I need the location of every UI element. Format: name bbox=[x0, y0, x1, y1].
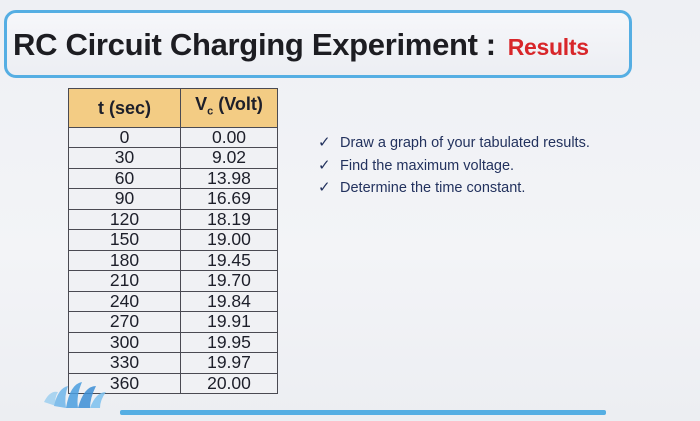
voltage-cell: 16.69 bbox=[180, 188, 278, 210]
voltage-cell: 18.19 bbox=[180, 208, 278, 231]
voltage-cell: 9.02 bbox=[180, 147, 278, 169]
voltage-cell: 19.45 bbox=[180, 249, 278, 272]
time-cell: 0 bbox=[68, 126, 181, 149]
task-list: ✓ Draw a graph of your tabulated results.… bbox=[318, 132, 590, 200]
table-row: 30 9.02 bbox=[68, 147, 278, 169]
table-row: 120 18.19 bbox=[68, 208, 278, 231]
title-accent: Results bbox=[507, 34, 589, 60]
checkmark-icon: ✓ bbox=[318, 134, 331, 151]
checkmark-icon: ✓ bbox=[318, 156, 331, 174]
table-row: 180 19.45 bbox=[68, 249, 278, 272]
task-item: ✓ Find the maximum voltage. bbox=[318, 155, 590, 178]
time-cell: 270 bbox=[68, 311, 181, 333]
task-text: Determine the time constant. bbox=[340, 180, 526, 196]
task-text: Draw a graph of your tabulated results. bbox=[340, 135, 590, 151]
time-cell: 240 bbox=[68, 290, 181, 313]
table-row: 60 13.98 bbox=[68, 167, 278, 190]
bottom-accent-bar bbox=[120, 410, 606, 415]
checkmark-icon: ✓ bbox=[318, 179, 331, 196]
time-cell: 360 bbox=[68, 372, 181, 395]
table-row: 270 19.91 bbox=[68, 311, 278, 333]
voltage-cell: 19.97 bbox=[180, 352, 278, 374]
voltage-cell: 19.00 bbox=[180, 229, 278, 251]
time-cell: 330 bbox=[68, 352, 181, 374]
time-cell: 150 bbox=[68, 229, 181, 251]
hands-logo-icon bbox=[44, 382, 106, 408]
table-row: 0 0.00 bbox=[68, 126, 278, 149]
header-time: t (sec) bbox=[68, 88, 181, 128]
voltage-cell: 0.00 bbox=[180, 126, 278, 149]
time-cell: 30 bbox=[68, 147, 181, 169]
table-row: 150 19.00 bbox=[68, 229, 278, 251]
time-cell: 90 bbox=[68, 188, 181, 210]
table-row: 90 16.69 bbox=[68, 188, 278, 210]
table-row: 360 20.00 bbox=[68, 372, 278, 395]
time-cell: 60 bbox=[68, 167, 181, 190]
header-voltage-sub: c bbox=[207, 105, 214, 118]
time-cell: 300 bbox=[68, 331, 181, 354]
task-item: ✓ Draw a graph of your tabulated results. bbox=[318, 132, 590, 155]
voltage-cell: 19.84 bbox=[180, 290, 278, 313]
table-header-row: t (sec) Vc (Volt) bbox=[68, 88, 278, 128]
header-voltage-v: V bbox=[195, 94, 208, 114]
slide-title: RC Circuit Charging Experiment: Results bbox=[13, 27, 589, 63]
time-cell: 120 bbox=[68, 208, 181, 231]
title-box: RC Circuit Charging Experiment: Results bbox=[4, 10, 632, 78]
voltage-cell: 13.98 bbox=[180, 167, 278, 190]
table-row: 240 19.84 bbox=[68, 290, 278, 313]
header-voltage-unit: (Volt) bbox=[213, 94, 263, 114]
voltage-cell: 19.95 bbox=[180, 331, 278, 354]
time-cell: 180 bbox=[68, 249, 181, 272]
voltage-cell: 20.00 bbox=[180, 372, 278, 395]
table-row: 210 19.70 bbox=[68, 270, 278, 292]
time-cell: 210 bbox=[68, 270, 181, 292]
table-row: 300 19.95 bbox=[68, 331, 278, 354]
task-text: Find the maximum voltage. bbox=[340, 157, 515, 174]
title-main-text: RC Circuit Charging Experiment bbox=[13, 27, 478, 62]
voltage-cell: 19.70 bbox=[180, 270, 278, 292]
title-colon: : bbox=[485, 27, 496, 62]
table-row: 330 19.97 bbox=[68, 352, 278, 374]
header-voltage: Vc (Volt) bbox=[180, 88, 278, 128]
task-item: ✓ Determine the time constant. bbox=[318, 177, 590, 200]
voltage-cell: 19.91 bbox=[180, 311, 278, 333]
results-table: t (sec) Vc (Volt) 0 0.00 30 9.02 60 13.98 9… bbox=[68, 88, 278, 395]
